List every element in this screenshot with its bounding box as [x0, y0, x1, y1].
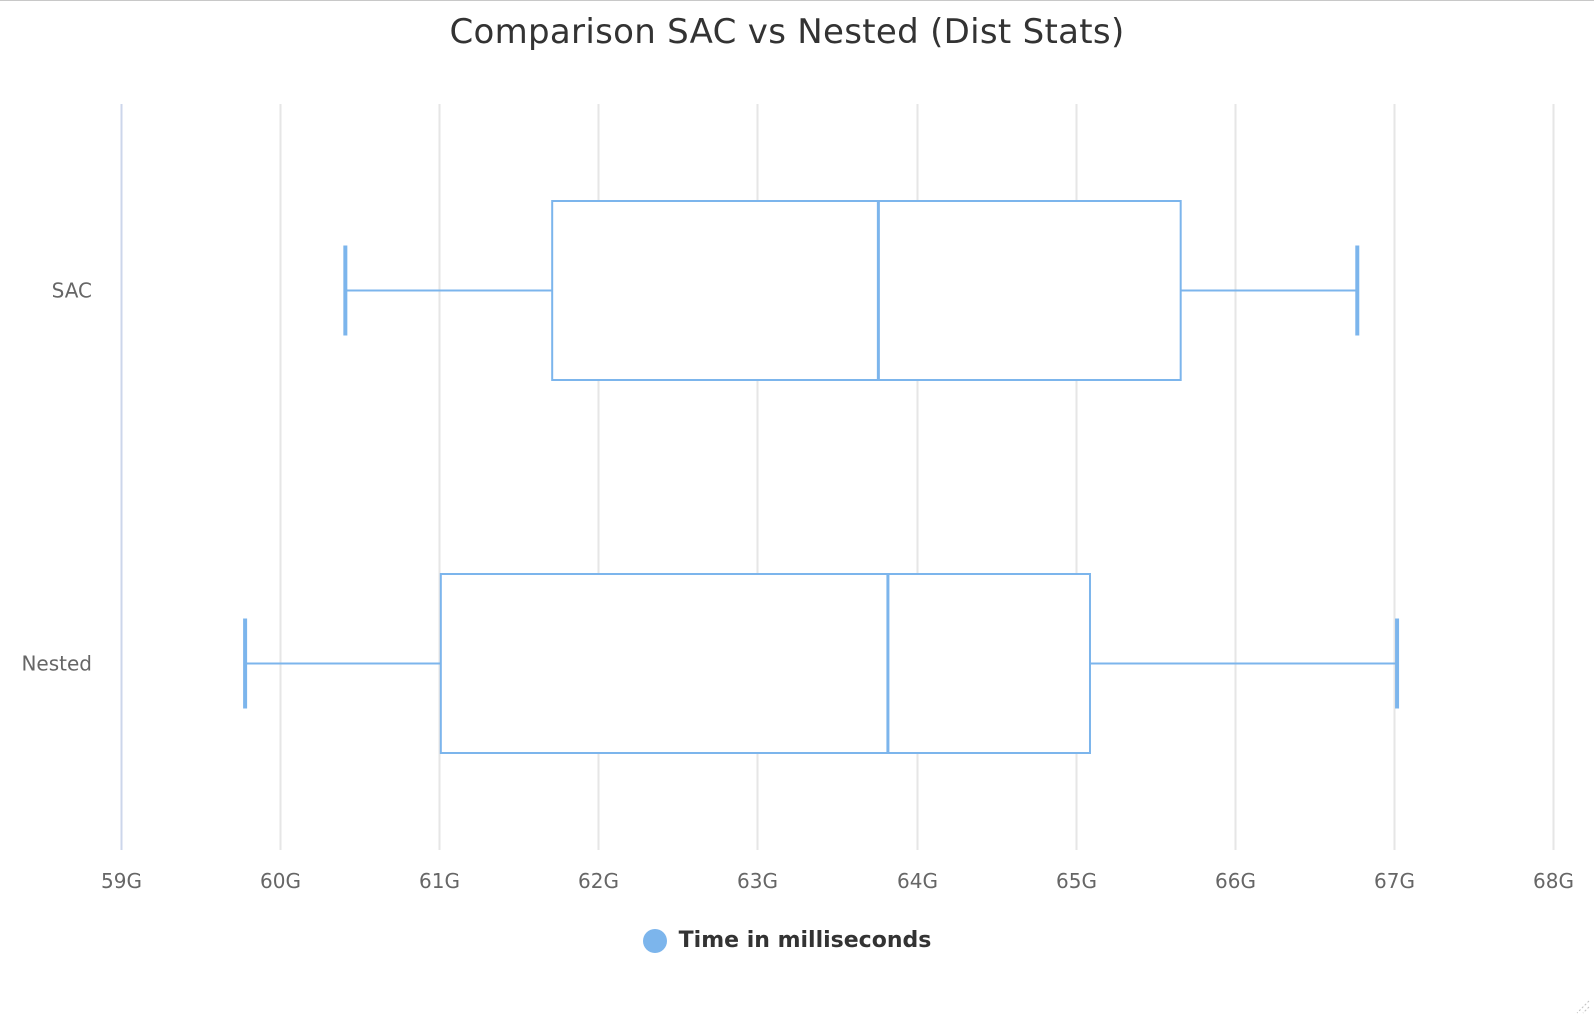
chart-title: Comparison SAC vs Nested (Dist Stats) — [449, 12, 1125, 52]
x-tick-label: 64G — [897, 869, 938, 893]
x-tick-label: 59G — [101, 869, 142, 893]
category-label: Nested — [21, 652, 92, 676]
category-label: SAC — [52, 279, 92, 303]
x-tick-label: 61G — [419, 869, 460, 893]
box-iqr — [439, 573, 1091, 754]
x-tick-label: 62G — [578, 869, 619, 893]
legend-series-label: Time in milliseconds — [678, 928, 932, 953]
legend-series-dot-icon — [642, 928, 667, 953]
x-tick-label: 66G — [1215, 869, 1256, 893]
top-border — [0, 0, 1594, 1]
x-tick-label: 67G — [1374, 869, 1415, 893]
box-iqr — [551, 200, 1182, 381]
plot-area: 59G 60G 61G 62G 63G 64G 65G 66G 67G 68G SAC Nested — [21, 104, 1574, 893]
legend[interactable]: Time in milliseconds — [0, 928, 1574, 953]
x-tick-label: 65G — [1056, 869, 1097, 893]
x-tick-label: 60G — [260, 869, 301, 893]
x-tick-label: 63G — [737, 869, 778, 893]
x-tick-label: 68G — [1533, 869, 1574, 893]
resize-grip-icon[interactable] — [1568, 992, 1590, 1014]
